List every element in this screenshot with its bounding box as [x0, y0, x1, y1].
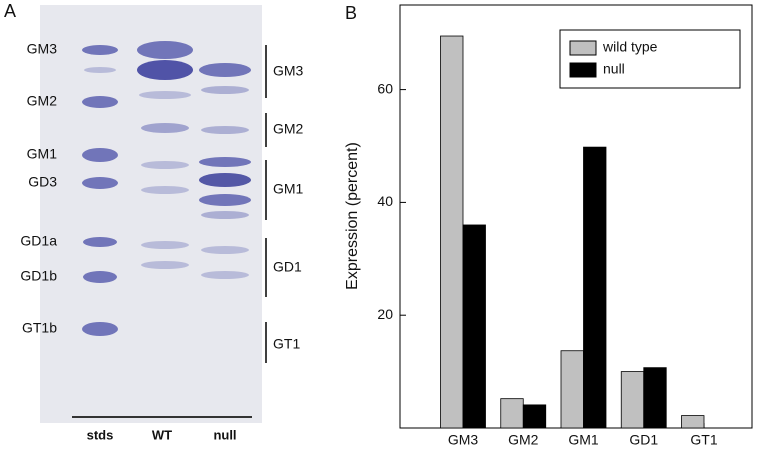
lane-label: stds [87, 427, 114, 442]
legend-label: null [603, 61, 625, 77]
panel-label: B [345, 3, 357, 23]
lane-label: null [213, 427, 236, 442]
y-tick-label: 60 [377, 80, 393, 96]
legend-swatch [569, 62, 597, 78]
standard-label: GT1b [22, 320, 57, 336]
x-tick-label: GM1 [568, 432, 599, 448]
group-label: GM1 [273, 181, 304, 197]
bar [462, 224, 486, 429]
standard-label: GD1a [20, 233, 57, 249]
gel-image [40, 5, 267, 423]
y-axis-label: Expression (percent) [344, 142, 361, 290]
bar [620, 371, 645, 429]
bar [681, 415, 705, 429]
bar [440, 35, 464, 429]
bar [643, 367, 667, 429]
standard-label: GD3 [28, 174, 57, 190]
lane-label: WT [152, 427, 172, 442]
bar [560, 350, 584, 429]
bar [522, 404, 547, 429]
standard-label: GM1 [27, 146, 58, 162]
group-label: GM2 [273, 121, 304, 137]
legend-label: wild type [602, 39, 658, 55]
legend [559, 29, 741, 89]
group-label: GM3 [273, 63, 304, 79]
legend-swatch [569, 40, 597, 56]
x-tick-label: GT1 [690, 432, 717, 448]
y-tick-label: 20 [377, 306, 393, 322]
y-tick-label: 40 [377, 193, 393, 209]
bar [583, 146, 607, 429]
x-tick-label: GD1 [629, 432, 658, 448]
bar [500, 398, 524, 429]
panel-label: A [4, 1, 16, 21]
standard-label: GM3 [27, 41, 58, 57]
group-label: GD1 [273, 259, 302, 275]
standard-label: GM2 [27, 93, 58, 109]
group-label: GT1 [273, 336, 300, 352]
standard-label: GD1b [20, 268, 57, 284]
x-tick-label: GM2 [508, 432, 539, 448]
x-tick-label: GM3 [448, 432, 479, 448]
